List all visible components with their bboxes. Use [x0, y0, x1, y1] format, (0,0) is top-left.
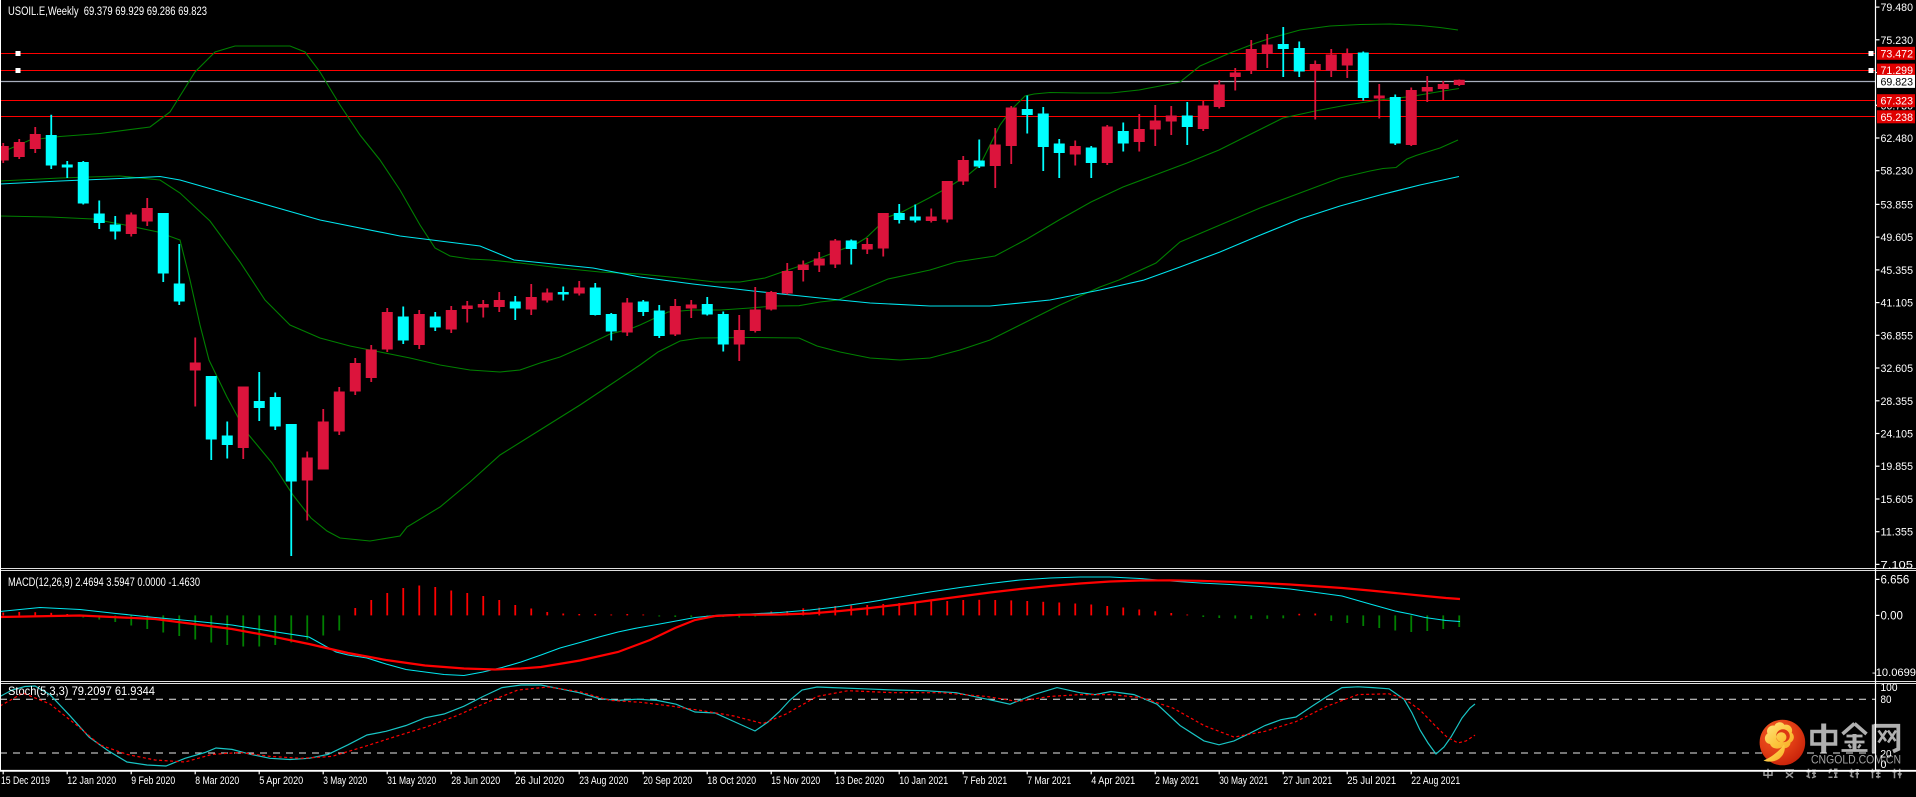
svg-text:6.656: 6.656	[1881, 574, 1910, 586]
svg-text:CNGOLD.COM.CN: CNGOLD.COM.CN	[1811, 753, 1901, 767]
svg-text:10 Jan 2021: 10 Jan 2021	[899, 775, 948, 787]
svg-text:28.355: 28.355	[1881, 396, 1914, 408]
svg-text:27 Jun 2021: 27 Jun 2021	[1283, 775, 1332, 787]
svg-text:Stoch(5,3,3) 79.2097 61.9344: Stoch(5,3,3) 79.2097 61.9344	[8, 686, 156, 698]
svg-text:15 Nov 2020: 15 Nov 2020	[771, 775, 820, 787]
svg-text:30 May 2021: 30 May 2021	[1219, 775, 1268, 787]
svg-text:73.472: 73.472	[1881, 48, 1914, 60]
svg-text:0.00: 0.00	[1881, 610, 1903, 622]
svg-text:71.299: 71.299	[1881, 65, 1914, 77]
svg-text:62.480: 62.480	[1881, 133, 1914, 145]
svg-text:8 Mar 2020: 8 Mar 2020	[195, 775, 239, 787]
svg-text:-10.0699: -10.0699	[1872, 667, 1916, 679]
svg-text:11.355: 11.355	[1881, 527, 1914, 539]
svg-text:100: 100	[1881, 682, 1898, 694]
svg-text:MACD(12,26,9) 2.4694 3.5947 0.: MACD(12,26,9) 2.4694 3.5947 0.0000 -1.46…	[8, 577, 200, 589]
svg-text:69.823: 69.823	[1881, 76, 1914, 88]
svg-text:4 Apr 2021: 4 Apr 2021	[1091, 775, 1135, 787]
svg-text:2 May 2021: 2 May 2021	[1155, 775, 1199, 787]
svg-text:23 Aug 2020: 23 Aug 2020	[579, 775, 628, 787]
svg-text:19.855: 19.855	[1881, 461, 1914, 473]
svg-text:67.323: 67.323	[1881, 96, 1914, 108]
svg-text:0: 0	[1881, 759, 1887, 771]
svg-text:36.855: 36.855	[1881, 330, 1914, 342]
svg-text:45.355: 45.355	[1881, 265, 1914, 277]
svg-text:22 Aug 2021: 22 Aug 2021	[1411, 775, 1460, 787]
svg-text:7 Mar 2021: 7 Mar 2021	[1027, 775, 1071, 787]
svg-text:65.238: 65.238	[1881, 112, 1914, 124]
svg-text:9 Feb 2020: 9 Feb 2020	[131, 775, 175, 787]
svg-text:15 Dec 2019: 15 Dec 2019	[1, 775, 50, 787]
svg-text:20 Sep 2020: 20 Sep 2020	[643, 775, 692, 787]
svg-text:13 Dec 2020: 13 Dec 2020	[835, 775, 884, 787]
svg-text:7 Feb 2021: 7 Feb 2021	[963, 775, 1007, 787]
svg-text:28 Jun 2020: 28 Jun 2020	[451, 775, 500, 787]
svg-text:3 May 2020: 3 May 2020	[323, 775, 367, 787]
svg-text:32.605: 32.605	[1881, 363, 1914, 375]
svg-text:31 May 2020: 31 May 2020	[387, 775, 436, 787]
svg-text:80: 80	[1881, 694, 1892, 706]
svg-text:15.605: 15.605	[1881, 494, 1914, 506]
svg-text:49.605: 49.605	[1881, 232, 1914, 244]
svg-text:7.105: 7.105	[1881, 559, 1914, 571]
svg-text:41.105: 41.105	[1881, 298, 1914, 310]
svg-text:18 Oct 2020: 18 Oct 2020	[707, 775, 756, 787]
svg-text:75.230: 75.230	[1881, 35, 1914, 47]
svg-text:12 Jan 2020: 12 Jan 2020	[67, 775, 116, 787]
svg-text:58.230: 58.230	[1881, 166, 1914, 178]
svg-text:24.105: 24.105	[1881, 429, 1914, 441]
svg-text:79.480: 79.480	[1881, 2, 1914, 14]
svg-text:USOIL.E,Weekly 69.379 69.929: USOIL.E,Weekly 69.379 69.929 69.286 69.8…	[8, 6, 207, 18]
svg-text:20: 20	[1881, 748, 1892, 760]
svg-text:5 Apr 2020: 5 Apr 2020	[259, 775, 303, 787]
svg-text:53.855: 53.855	[1881, 199, 1914, 211]
svg-text:26 Jul 2020: 26 Jul 2020	[515, 775, 564, 787]
svg-text:25 Jul 2021: 25 Jul 2021	[1347, 775, 1396, 787]
